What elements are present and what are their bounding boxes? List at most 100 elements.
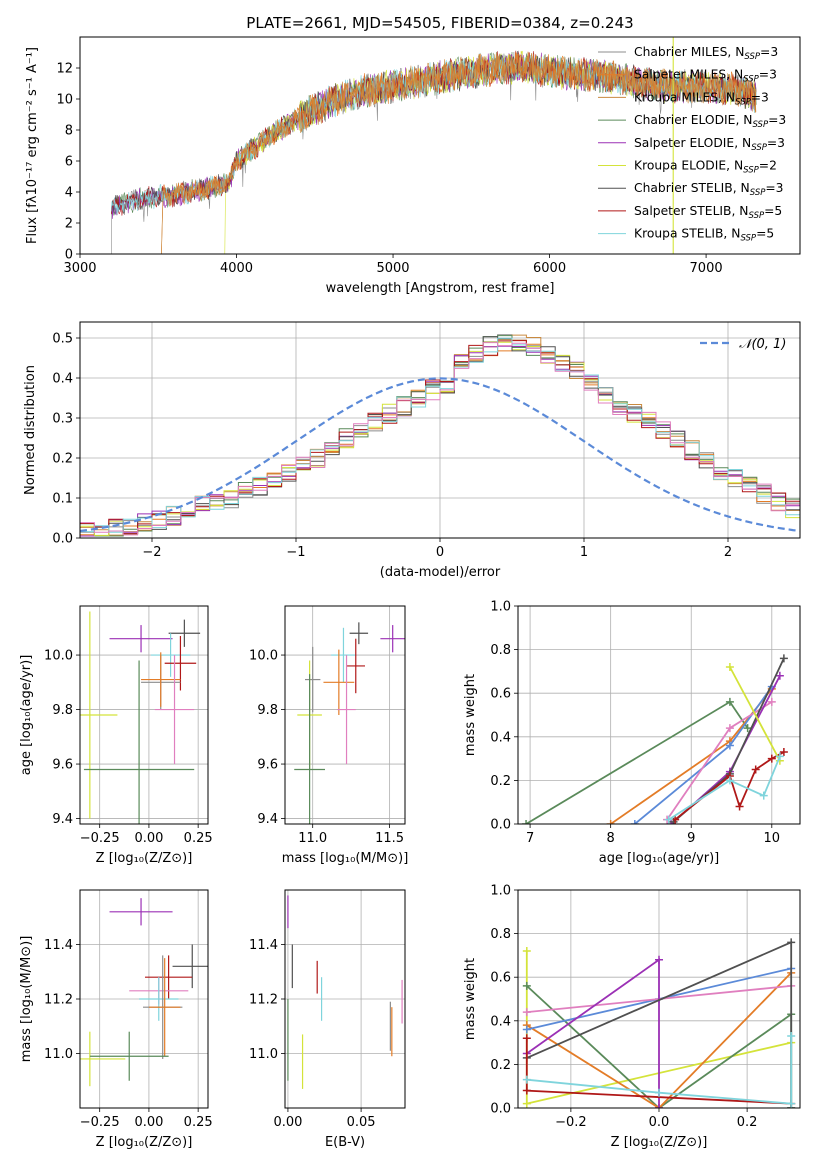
series-marker [606,820,615,824]
series-marker [767,697,776,706]
x-tick-label: 10 [764,831,781,846]
y-tick-label: 9.6 [257,758,278,773]
x-tick-label: 0.00 [134,1115,163,1130]
y-tick-label: 1.0 [490,884,511,899]
normal-curve [80,377,800,533]
series-line [729,666,781,762]
legend-entry: Chabrier STELIB, NSSP=3 [634,181,784,198]
series-marker [775,671,784,680]
data-point [346,638,365,694]
legend-entry: Chabrier MILES, NSSP=3 [634,45,778,62]
series-marker [522,981,531,990]
y-tick-label: 0.8 [490,927,511,942]
y-tick-label: 12 [56,62,73,77]
y-tick-label: 2 [65,217,73,232]
x-tick-label: 0.25 [184,831,213,846]
series-marker [725,741,734,750]
x-tick-label: 0.00 [134,831,163,846]
histogram-step [80,339,800,537]
x-axis-label: E(B-V) [325,1135,365,1150]
series-marker [522,1008,531,1017]
series-marker [779,748,788,757]
y-tick-label: 0.6 [490,687,511,702]
figure-title: PLATE=2661, MJD=54505, FIBERID=0384, z=0… [246,14,633,32]
x-tick-label: 0.2 [737,1115,758,1130]
spectrum-line [161,51,757,254]
series-marker [655,1088,663,1097]
data-point [337,655,356,765]
x-tick-label: −2 [142,545,161,560]
data-point [141,652,181,707]
x-tick-label: −0.25 [80,831,120,846]
x-tick-label: −0.2 [555,1115,587,1130]
y-tick-label: 0.5 [52,332,73,347]
series-marker [779,654,788,663]
x-axis-label: mass [log₁₀(M/M⊙)] [282,851,409,866]
histogram-step [80,337,800,533]
histogram-step [80,340,800,535]
data-point [83,660,195,824]
histogram-step [80,334,800,536]
axes-frame [79,321,801,539]
axes-frame [79,36,801,255]
y-tick-label: 10.0 [44,649,73,664]
x-axis-label: age [log₁₀(age/yr)] [599,851,720,866]
series-marker [522,1099,531,1108]
series-marker [767,754,776,763]
y-tick-label: 11.4 [249,938,278,953]
series-marker [655,1104,663,1108]
y-tick-label: 0 [65,248,73,263]
x-tick-label: 11.5 [375,831,404,846]
x-tick-label: 0.05 [347,1115,376,1130]
mass-weight-vs-age-panel: 7 8 9 10 0.0 0.2 0.4 0.6 0.8 1.0 age [log₁₀(age/yr… [463,600,801,866]
y-tick-label: 9.8 [52,703,73,718]
histogram-step [80,336,800,535]
series-marker [664,815,673,824]
y-tick-label: 0.1 [52,492,73,507]
y-tick-label: 0.6 [490,971,511,986]
x-axis-label: wavelength [Angstrom, rest frame] [326,281,555,296]
axes-frame [517,605,801,825]
axes-frame [79,889,209,1109]
data-point [305,646,321,713]
series-marker [522,1025,531,1034]
series-line [526,972,792,1108]
series-marker [787,938,796,947]
residual-histogram-panel: −2 −1 0 1 2 0.0 0.1 0.2 0.3 0.4 0.5 (data-model)/er… [23,321,801,580]
x-tick-label: −1 [286,545,305,560]
x-tick-label: 11.0 [298,831,327,846]
series-marker [725,697,734,706]
data-point [294,674,325,824]
y-tick-label: 0.2 [52,452,73,467]
x-tick-label: 7000 [690,261,723,276]
x-tick-label: 0.25 [184,1115,213,1130]
series-marker [775,752,784,761]
y-tick-label: 0.4 [490,1014,511,1029]
x-tick-label: 7 [526,831,534,846]
legend-entry: Kroupa STELIB, NSSP=5 [634,227,774,244]
histogram-step [80,341,800,536]
x-tick-label: 6000 [533,261,566,276]
data-point [172,944,208,989]
data-point [349,622,369,645]
series-line [526,1036,793,1105]
histogram-step [80,335,800,537]
legend-entry: Kroupa ELODIE, NSSP=2 [634,159,777,176]
legend-entry: Salpeter STELIB, NSSP=5 [634,204,782,221]
y-axis-label: Flux [fλ10⁻¹⁷ erg cm⁻² s⁻¹ A⁻¹] [25,47,40,244]
y-tick-label: 8 [65,124,73,139]
legend-entry: Salpeter ELODIE, NSSP=3 [634,136,785,153]
series-marker [522,947,531,956]
legend-entry: Chabrier ELODIE, NSSP=3 [634,113,786,130]
data-point [144,955,193,999]
y-tick-label: 0.4 [490,730,511,745]
axes-frame [284,605,406,825]
y-tick-label: 10 [56,93,73,108]
x-axis-label: Z [log₁₀(Z/Z⊙)] [611,1135,708,1150]
data-point [109,625,173,653]
y-tick-label: 0.0 [52,532,73,547]
y-tick-label: 0.4 [52,372,73,387]
y-tick-label: 0.2 [490,1058,511,1073]
y-axis-label: mass [log₁₀(M/M⊙)] [19,936,34,1063]
